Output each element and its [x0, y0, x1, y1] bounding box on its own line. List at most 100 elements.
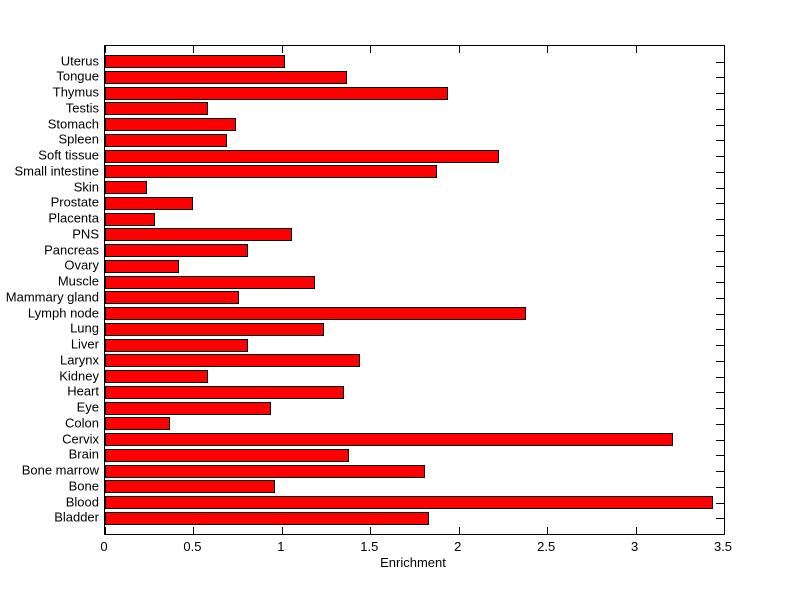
x-tick-mark-top — [281, 46, 283, 53]
y-tick-label-pancreas: Pancreas — [44, 242, 99, 258]
y-tick-mark — [716, 313, 724, 315]
y-tick-mark — [716, 329, 724, 331]
y-tick-mark — [716, 486, 724, 488]
y-tick-label-brain: Brain — [68, 446, 99, 462]
x-tick-mark-top — [105, 46, 106, 53]
plot-area — [104, 45, 725, 535]
x-tick-mark-bottom — [370, 527, 372, 534]
y-tick-label-lymph-node: Lymph node — [27, 305, 99, 321]
y-tick-mark — [716, 518, 724, 520]
y-tick-mark — [716, 171, 724, 173]
y-tick-mark — [716, 297, 724, 299]
bar-prostate — [105, 196, 194, 210]
x-tick-label-2: 2 — [454, 539, 462, 554]
y-tick-label-bone-marrow: Bone marrow — [21, 462, 99, 478]
y-tick-mark — [716, 408, 724, 410]
bar-tongue — [105, 70, 348, 84]
bar-blood — [105, 496, 714, 510]
y-tick-mark — [716, 61, 724, 63]
y-tick-mark — [716, 156, 724, 158]
bar-lung — [105, 322, 325, 336]
y-tick-mark — [716, 219, 724, 221]
x-axis-title: Enrichment — [380, 555, 446, 570]
y-tick-mark — [716, 439, 724, 441]
y-tick-label-colon: Colon — [65, 415, 99, 431]
x-tick-mark-top — [193, 46, 195, 53]
y-tick-label-mammary-gland: Mammary gland — [5, 289, 99, 305]
y-tick-mark — [716, 423, 724, 425]
x-tick-label-1: 1 — [277, 539, 285, 554]
x-tick-mark-top — [724, 46, 725, 53]
y-tick-label-cervix: Cervix — [62, 431, 99, 447]
y-tick-mark — [716, 77, 724, 79]
bar-skin — [105, 181, 148, 195]
bar-soft-tissue — [105, 149, 500, 163]
x-tick-label-0: 0 — [100, 539, 108, 554]
y-tick-label-skin: Skin — [73, 179, 99, 195]
y-tick-label-tongue: Tongue — [56, 68, 99, 84]
x-tick-mark-bottom — [458, 527, 460, 534]
bar-uterus — [105, 55, 286, 69]
x-tick-mark-bottom — [105, 527, 106, 534]
y-tick-label-ovary: Ovary — [64, 257, 99, 273]
y-tick-mark — [716, 234, 724, 236]
bar-muscle — [105, 275, 316, 289]
bar-liver — [105, 338, 249, 352]
y-tick-label-testis: Testis — [65, 100, 99, 116]
bar-brain — [105, 448, 350, 462]
y-tick-mark — [716, 392, 724, 394]
x-tick-mark-top — [547, 46, 549, 53]
y-tick-mark — [716, 502, 724, 504]
bar-thymus — [105, 86, 449, 100]
y-tick-label-stomach: Stomach — [47, 116, 99, 132]
y-tick-mark — [716, 282, 724, 284]
x-tick-mark-bottom — [724, 527, 725, 534]
bar-heart — [105, 385, 344, 399]
y-tick-label-eye: Eye — [76, 399, 99, 415]
bar-bladder — [105, 511, 429, 525]
y-tick-mark — [716, 376, 724, 378]
y-tick-mark — [716, 266, 724, 268]
y-tick-label-liver: Liver — [70, 336, 99, 352]
x-tick-label-3.5: 3.5 — [713, 539, 733, 554]
x-tick-mark-bottom — [547, 527, 549, 534]
y-tick-label-placenta: Placenta — [48, 210, 99, 226]
y-tick-label-larynx: Larynx — [59, 352, 99, 368]
y-tick-mark — [716, 471, 724, 473]
x-tick-mark-top — [635, 46, 637, 53]
y-tick-mark — [716, 360, 724, 362]
y-tick-label-pns: PNS — [72, 226, 99, 242]
x-tick-mark-top — [370, 46, 372, 53]
bar-bone-marrow — [105, 464, 426, 478]
bar-small-intestine — [105, 165, 438, 179]
x-tick-label-3: 3 — [630, 539, 639, 554]
y-tick-mark — [716, 250, 724, 252]
y-tick-label-thymus: Thymus — [52, 84, 99, 100]
y-tick-mark — [716, 345, 724, 347]
y-tick-label-uterus: Uterus — [60, 53, 99, 69]
y-tick-mark — [716, 455, 724, 457]
y-tick-label-kidney: Kidney — [59, 368, 99, 384]
x-tick-mark-bottom — [635, 527, 637, 534]
x-tick-mark-top — [458, 46, 460, 53]
y-tick-label-bone: Bone — [68, 478, 99, 494]
bar-kidney — [105, 370, 208, 384]
bar-bone — [105, 480, 275, 494]
bar-placenta — [105, 212, 155, 226]
bar-lymph-node — [105, 307, 526, 321]
x-tick-label-1.5: 1.5 — [360, 539, 379, 554]
x-tick-label-0.5: 0.5 — [183, 539, 202, 554]
bar-testis — [105, 102, 208, 116]
bar-pns — [105, 228, 293, 242]
y-tick-mark — [716, 124, 724, 126]
bar-eye — [105, 401, 272, 415]
x-tick-label-2.5: 2.5 — [537, 539, 556, 554]
y-tick-mark — [716, 203, 724, 205]
y-tick-label-lung: Lung — [70, 320, 99, 336]
y-tick-label-prostate: Prostate — [50, 194, 99, 210]
y-tick-label-soft-tissue: Soft tissue — [38, 147, 99, 163]
y-tick-mark — [716, 108, 724, 110]
x-tick-mark-bottom — [193, 527, 195, 534]
bar-spleen — [105, 133, 228, 147]
y-tick-label-muscle: Muscle — [57, 273, 99, 289]
